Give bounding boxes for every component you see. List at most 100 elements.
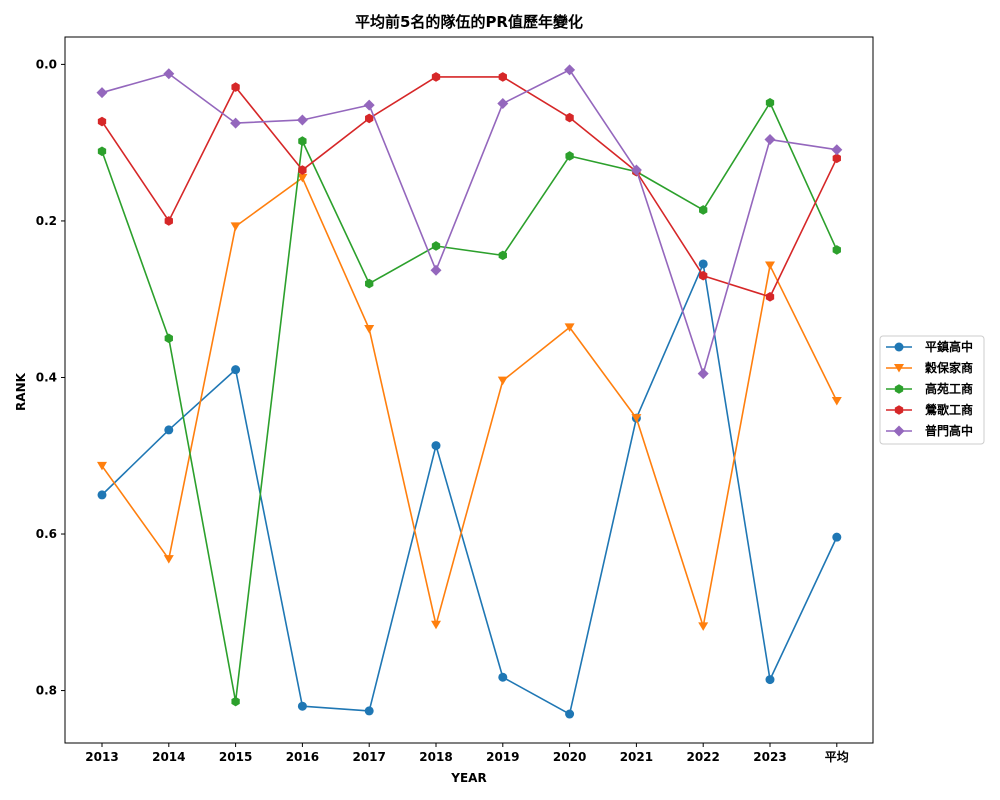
data-point xyxy=(765,97,775,108)
plot-area xyxy=(64,36,874,744)
data-point xyxy=(164,333,173,344)
x-axis-ticks: 2013 2014 2015 2016 2017 2018 2019 2020 2021 2022… xyxy=(85,743,849,764)
legend-marker xyxy=(894,384,904,394)
chart-title: 平均前5名的隊伍的PR值歷年變化 xyxy=(355,13,583,31)
data-point xyxy=(498,250,507,261)
legend-marker xyxy=(894,364,904,373)
series-line xyxy=(101,177,838,628)
series-line xyxy=(101,69,837,375)
data-point xyxy=(699,205,708,215)
data-point xyxy=(698,622,709,631)
data-point xyxy=(231,696,240,707)
series-line xyxy=(101,76,838,298)
series-5 xyxy=(96,64,843,380)
y-tick-label: 0.2 xyxy=(36,214,57,228)
data-point xyxy=(564,64,576,76)
legend-label: 普門高中 xyxy=(925,423,973,438)
y-tick-label: 0.0 xyxy=(36,57,57,71)
data-point xyxy=(698,259,708,269)
data-point xyxy=(363,99,375,111)
data-point xyxy=(97,490,107,500)
x-tick-label: 2014 xyxy=(152,750,185,764)
data-point xyxy=(565,151,574,161)
series-2 xyxy=(97,173,842,631)
data-point xyxy=(697,368,709,380)
data-point xyxy=(297,701,307,711)
data-point xyxy=(565,709,575,719)
data-point xyxy=(364,706,374,716)
legend-item: 普門高中 xyxy=(886,423,973,438)
data-point xyxy=(230,222,241,231)
data-point xyxy=(365,278,374,289)
legend-item: 平鎮高中 xyxy=(886,339,973,354)
data-point xyxy=(564,323,575,332)
data-point xyxy=(497,98,509,110)
series-3 xyxy=(97,97,841,707)
x-tick-label: 2022 xyxy=(686,750,719,764)
data-point xyxy=(765,261,775,271)
x-tick-label: 2018 xyxy=(419,750,452,764)
data-point xyxy=(498,72,507,82)
data-point xyxy=(296,114,308,126)
data-point xyxy=(764,134,776,146)
y-axis-ticks: 0.0 0.2 0.4 0.6 0.8 xyxy=(36,57,65,698)
data-point xyxy=(298,136,307,146)
data-point xyxy=(230,117,242,129)
series-1 xyxy=(97,259,842,719)
data-point xyxy=(164,425,174,435)
x-tick-label: 2013 xyxy=(85,750,118,764)
data-point xyxy=(631,414,642,423)
series-line xyxy=(101,101,838,703)
data-point xyxy=(164,216,173,226)
data-point xyxy=(765,675,775,685)
y-tick-label: 0.4 xyxy=(36,370,57,384)
x-tick-label: 2016 xyxy=(286,750,319,764)
data-point xyxy=(832,532,842,542)
legend-label: 平鎮高中 xyxy=(925,339,973,354)
x-tick-label: 2015 xyxy=(219,750,252,764)
data-point xyxy=(832,245,841,255)
data-point xyxy=(431,620,441,630)
data-point xyxy=(365,113,374,124)
y-axis-label: RANK xyxy=(14,372,28,411)
y-tick-label: 0.8 xyxy=(36,684,57,698)
legend-marker xyxy=(894,405,904,415)
series-line xyxy=(101,263,838,715)
legend-marker xyxy=(893,425,905,437)
legend-item: 鶯歌工商 xyxy=(886,402,973,417)
data-point xyxy=(431,441,441,451)
data-point xyxy=(97,461,107,471)
data-point xyxy=(430,264,442,276)
series-layer xyxy=(96,64,843,719)
data-point xyxy=(765,292,775,302)
data-point xyxy=(231,365,241,375)
x-tick-label: 2019 xyxy=(486,750,519,764)
x-axis-label: YEAR xyxy=(450,771,486,785)
data-point xyxy=(431,241,441,251)
legend-frame xyxy=(879,335,985,445)
legend-item: 穀保家商 xyxy=(886,360,973,375)
data-point xyxy=(699,270,708,281)
data-point xyxy=(831,396,842,406)
data-point xyxy=(364,324,375,334)
data-point xyxy=(97,116,107,127)
legend-label: 高苑工商 xyxy=(925,381,973,396)
legend-marker xyxy=(894,342,904,352)
data-point xyxy=(231,82,240,92)
data-point xyxy=(298,165,307,175)
data-point xyxy=(565,112,574,123)
legend-item: 高苑工商 xyxy=(886,381,973,396)
x-tick-label: 平均 xyxy=(825,749,849,764)
data-point xyxy=(832,153,841,164)
y-tick-label: 0.6 xyxy=(36,527,57,541)
data-point xyxy=(163,555,174,564)
x-tick-label: 2021 xyxy=(620,750,653,764)
data-point xyxy=(97,146,107,157)
data-point xyxy=(831,144,843,156)
x-tick-label: 2017 xyxy=(352,750,385,764)
data-point xyxy=(163,68,175,80)
legend-label: 穀保家商 xyxy=(925,360,973,375)
data-point xyxy=(630,164,642,176)
